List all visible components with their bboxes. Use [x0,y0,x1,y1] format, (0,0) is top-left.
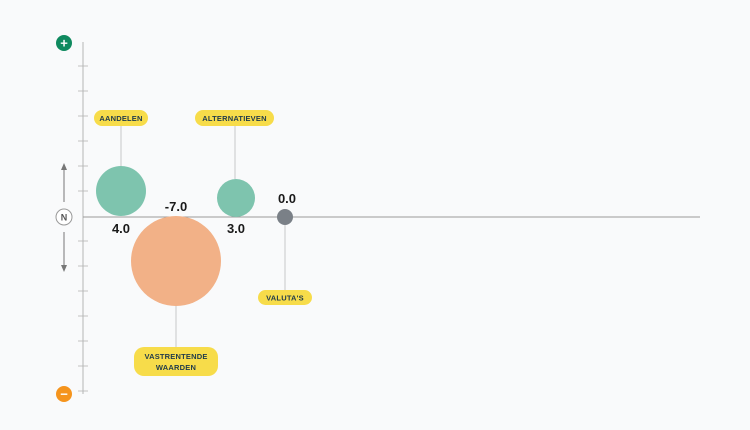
label-pill [134,347,218,376]
value-label: 0.0 [278,191,296,206]
series-alternatieven: ALTERNATIEVEN 3.0 [195,110,274,236]
value-label: -7.0 [165,199,187,214]
minus-icon: − [56,386,72,402]
bubble[interactable] [277,209,293,225]
label-pill [195,110,274,126]
label-pill [94,110,148,126]
series-label-line-1: VASTRENTENDE [144,352,207,361]
label-pill [258,290,312,305]
minus-symbol: − [60,387,68,402]
series-valutas: 0.0 VALUTA'S [258,191,312,305]
value-label: 3.0 [227,221,245,236]
series-label: VALUTA'S [266,294,304,303]
series-aandelen: AANDELEN 4.0 [94,110,148,236]
series-label: AANDELEN [99,114,142,123]
bubble[interactable] [131,216,221,306]
neutral-label: N [61,213,68,223]
bubble[interactable] [96,166,146,216]
series-vastrentende-waarden: -7.0 VASTRENTENDE WAARDEN [131,199,221,376]
neutral-marker: N [55,208,73,226]
up-arrow-icon [61,163,67,202]
bubble[interactable] [217,179,255,217]
series-label: ALTERNATIEVEN [202,114,266,123]
down-arrow-icon [61,232,67,272]
plus-symbol: + [60,36,68,51]
series-label-line-2: WAARDEN [156,363,196,372]
value-label: 4.0 [112,221,130,236]
plus-icon: + [56,35,72,51]
